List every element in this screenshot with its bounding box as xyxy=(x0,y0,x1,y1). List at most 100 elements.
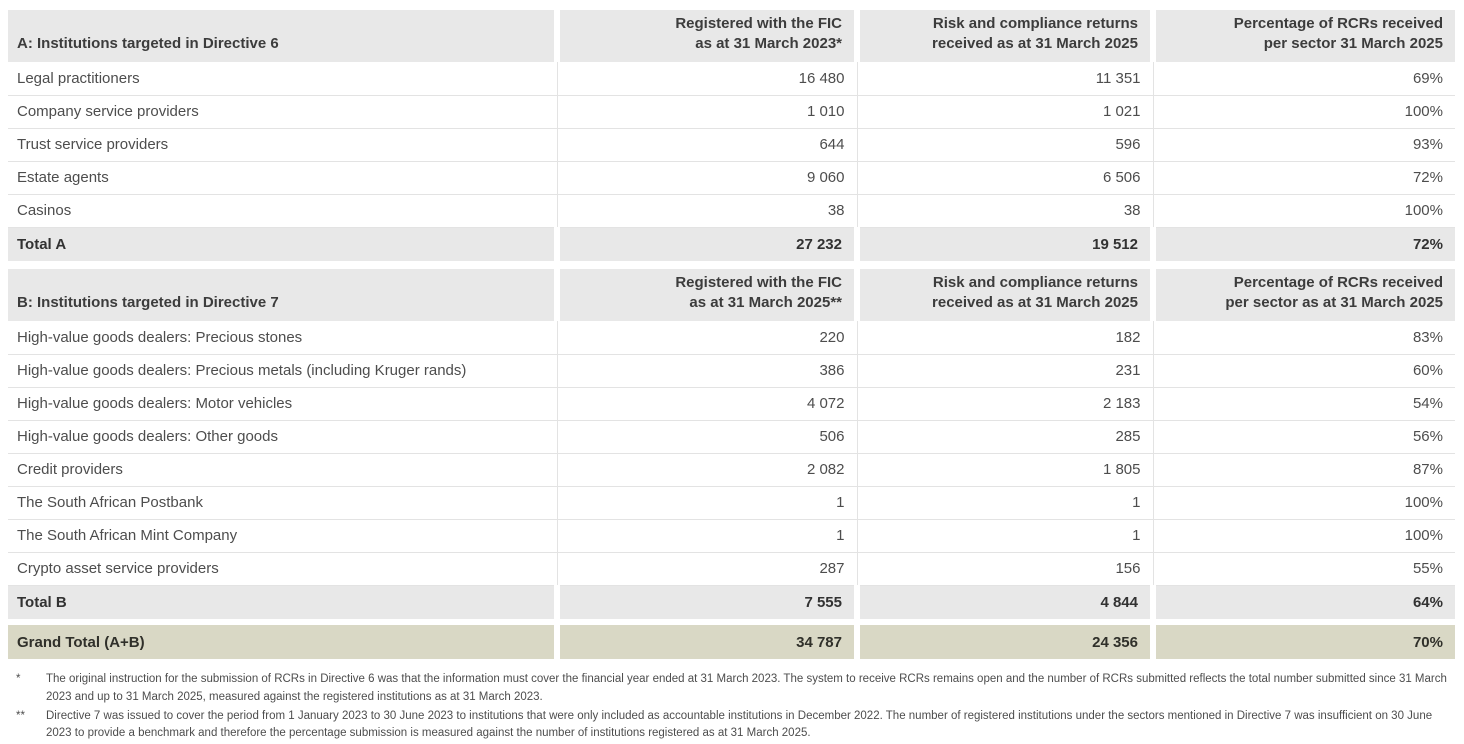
header-cell-label: B: Institutions targeted in Directive 7 xyxy=(8,269,557,321)
cell-value-1: 644 xyxy=(556,128,857,162)
cell-value-3: 56% xyxy=(1152,420,1455,454)
footnote-text: The original instruction for the submiss… xyxy=(46,673,1447,703)
cell-value-1: 16 480 xyxy=(556,62,857,96)
header-cell-label: A: Institutions targeted in Directive 6 xyxy=(8,10,557,62)
total-cell-value-3: 72% xyxy=(1150,227,1455,261)
table-row: Credit providers 2 082 1 805 87% xyxy=(8,453,1455,487)
cell-label: High-value goods dealers: Precious metal… xyxy=(8,354,557,388)
footnote-2: ** Directive 7 was issued to cover the pe… xyxy=(16,708,1449,744)
cell-value-3: 69% xyxy=(1152,62,1455,96)
cell-label: High-value goods dealers: Precious stone… xyxy=(8,321,557,355)
table-row: High-value goods dealers: Precious stone… xyxy=(8,321,1455,355)
footnote-1: * The original instruction for the submis… xyxy=(16,671,1449,707)
cell-value-3: 72% xyxy=(1152,161,1455,195)
cell-value-1: 1 010 xyxy=(556,95,857,129)
footnote-text: Directive 7 was issued to cover the peri… xyxy=(46,709,1433,740)
cell-value-3: 60% xyxy=(1152,354,1455,388)
table-row: High-value goods dealers: Other goods 506… xyxy=(8,420,1455,454)
total-cell-label: Total A xyxy=(8,227,557,261)
cell-value-3: 93% xyxy=(1152,128,1455,162)
section-total-row: Total A 27 232 19 512 72% xyxy=(8,227,1455,261)
cell-value-1: 220 xyxy=(556,321,857,355)
total-cell-value-2: 19 512 xyxy=(854,227,1153,261)
total-cell-label: Total B xyxy=(8,585,557,619)
cell-value-3: 87% xyxy=(1152,453,1455,487)
cell-value-2: 156 xyxy=(856,552,1153,586)
header-cell-value-2: Risk and compliance returns received as … xyxy=(854,10,1153,62)
cell-label: Trust service providers xyxy=(8,128,557,162)
cell-value-3: 83% xyxy=(1152,321,1455,355)
cell-value-1: 1 xyxy=(556,486,857,520)
table-row: Casinos 38 38 100% xyxy=(8,194,1455,228)
total-cell-value-1: 27 232 xyxy=(554,227,857,261)
cell-label: High-value goods dealers: Other goods xyxy=(8,420,557,454)
cell-label: Casinos xyxy=(8,194,557,228)
cell-value-1: 9 060 xyxy=(556,161,857,195)
cell-value-1: 386 xyxy=(556,354,857,388)
header-cell-value-3: Percentage of RCRs received per sector 3… xyxy=(1150,10,1455,62)
cell-value-2: 6 506 xyxy=(856,161,1153,195)
table-row: Estate agents 9 060 6 506 72% xyxy=(8,161,1455,195)
table-row: The South African Postbank 1 1 100% xyxy=(8,486,1455,520)
grand-total-row: Grand Total (A+B) 34 787 24 356 70% xyxy=(8,625,1455,659)
grand-total-cell-value-3: 70% xyxy=(1150,625,1455,659)
grand-total-cell-label: Grand Total (A+B) xyxy=(8,625,557,659)
table-row: Trust service providers 644 596 93% xyxy=(8,128,1455,162)
table-row: High-value goods dealers: Precious metal… xyxy=(8,354,1455,388)
grand-total-cell-value-1: 34 787 xyxy=(554,625,857,659)
cell-value-2: 1 xyxy=(856,519,1153,553)
cell-value-3: 100% xyxy=(1152,486,1455,520)
table-row: Company service providers 1 010 1 021 100% xyxy=(8,95,1455,129)
header-cell-value-2: Risk and compliance returns received as … xyxy=(854,269,1153,321)
cell-label: High-value goods dealers: Motor vehicles xyxy=(8,387,557,421)
cell-value-2: 1 xyxy=(856,486,1153,520)
cell-value-1: 1 xyxy=(556,519,857,553)
cell-value-1: 506 xyxy=(556,420,857,454)
cell-label: The South African Postbank xyxy=(8,486,557,520)
footnotes: * The original instruction for the submis… xyxy=(8,671,1455,743)
table-row: High-value goods dealers: Motor vehicles… xyxy=(8,387,1455,421)
total-cell-value-3: 64% xyxy=(1150,585,1455,619)
cell-label: Crypto asset service providers xyxy=(8,552,557,586)
cell-value-1: 4 072 xyxy=(556,387,857,421)
total-cell-value-1: 7 555 xyxy=(554,585,857,619)
footnote-marker: * xyxy=(16,673,21,685)
table-row: Crypto asset service providers 287 156 55% xyxy=(8,552,1455,586)
footnote-marker: ** xyxy=(16,709,25,722)
cell-value-2: 231 xyxy=(856,354,1153,388)
cell-value-2: 285 xyxy=(856,420,1153,454)
cell-label: Legal practitioners xyxy=(8,62,557,96)
cell-value-1: 38 xyxy=(556,194,857,228)
table-row: Legal practitioners 16 480 11 351 69% xyxy=(8,62,1455,96)
grand-total-table: Grand Total (A+B) 34 787 24 356 70% xyxy=(8,625,1455,659)
cell-value-3: 55% xyxy=(1152,552,1455,586)
cell-value-2: 1 021 xyxy=(856,95,1153,129)
cell-label: Company service providers xyxy=(8,95,557,129)
cell-value-3: 100% xyxy=(1152,95,1455,129)
cell-value-2: 11 351 xyxy=(856,62,1153,96)
cell-label: Credit providers xyxy=(8,453,557,487)
header-cell-value-1: Registered with the FIC as at 31 March 2… xyxy=(554,269,857,321)
table-row: The South African Mint Company 1 1 100% xyxy=(8,519,1455,553)
cell-value-2: 1 805 xyxy=(856,453,1153,487)
cell-value-3: 100% xyxy=(1152,519,1455,553)
header-cell-value-3: Percentage of RCRs received per sector a… xyxy=(1150,269,1455,321)
grand-total-cell-value-2: 24 356 xyxy=(854,625,1153,659)
cell-value-1: 2 082 xyxy=(556,453,857,487)
header-cell-value-1: Registered with the FIC as at 31 March 2… xyxy=(554,10,857,62)
cell-value-2: 38 xyxy=(856,194,1153,228)
cell-value-1: 287 xyxy=(556,552,857,586)
cell-value-2: 182 xyxy=(856,321,1153,355)
total-cell-value-2: 4 844 xyxy=(854,585,1153,619)
cell-label: Estate agents xyxy=(8,161,557,195)
cell-value-3: 100% xyxy=(1152,194,1455,228)
cell-label: The South African Mint Company xyxy=(8,519,557,553)
cell-value-2: 596 xyxy=(856,128,1153,162)
cell-value-2: 2 183 xyxy=(856,387,1153,421)
